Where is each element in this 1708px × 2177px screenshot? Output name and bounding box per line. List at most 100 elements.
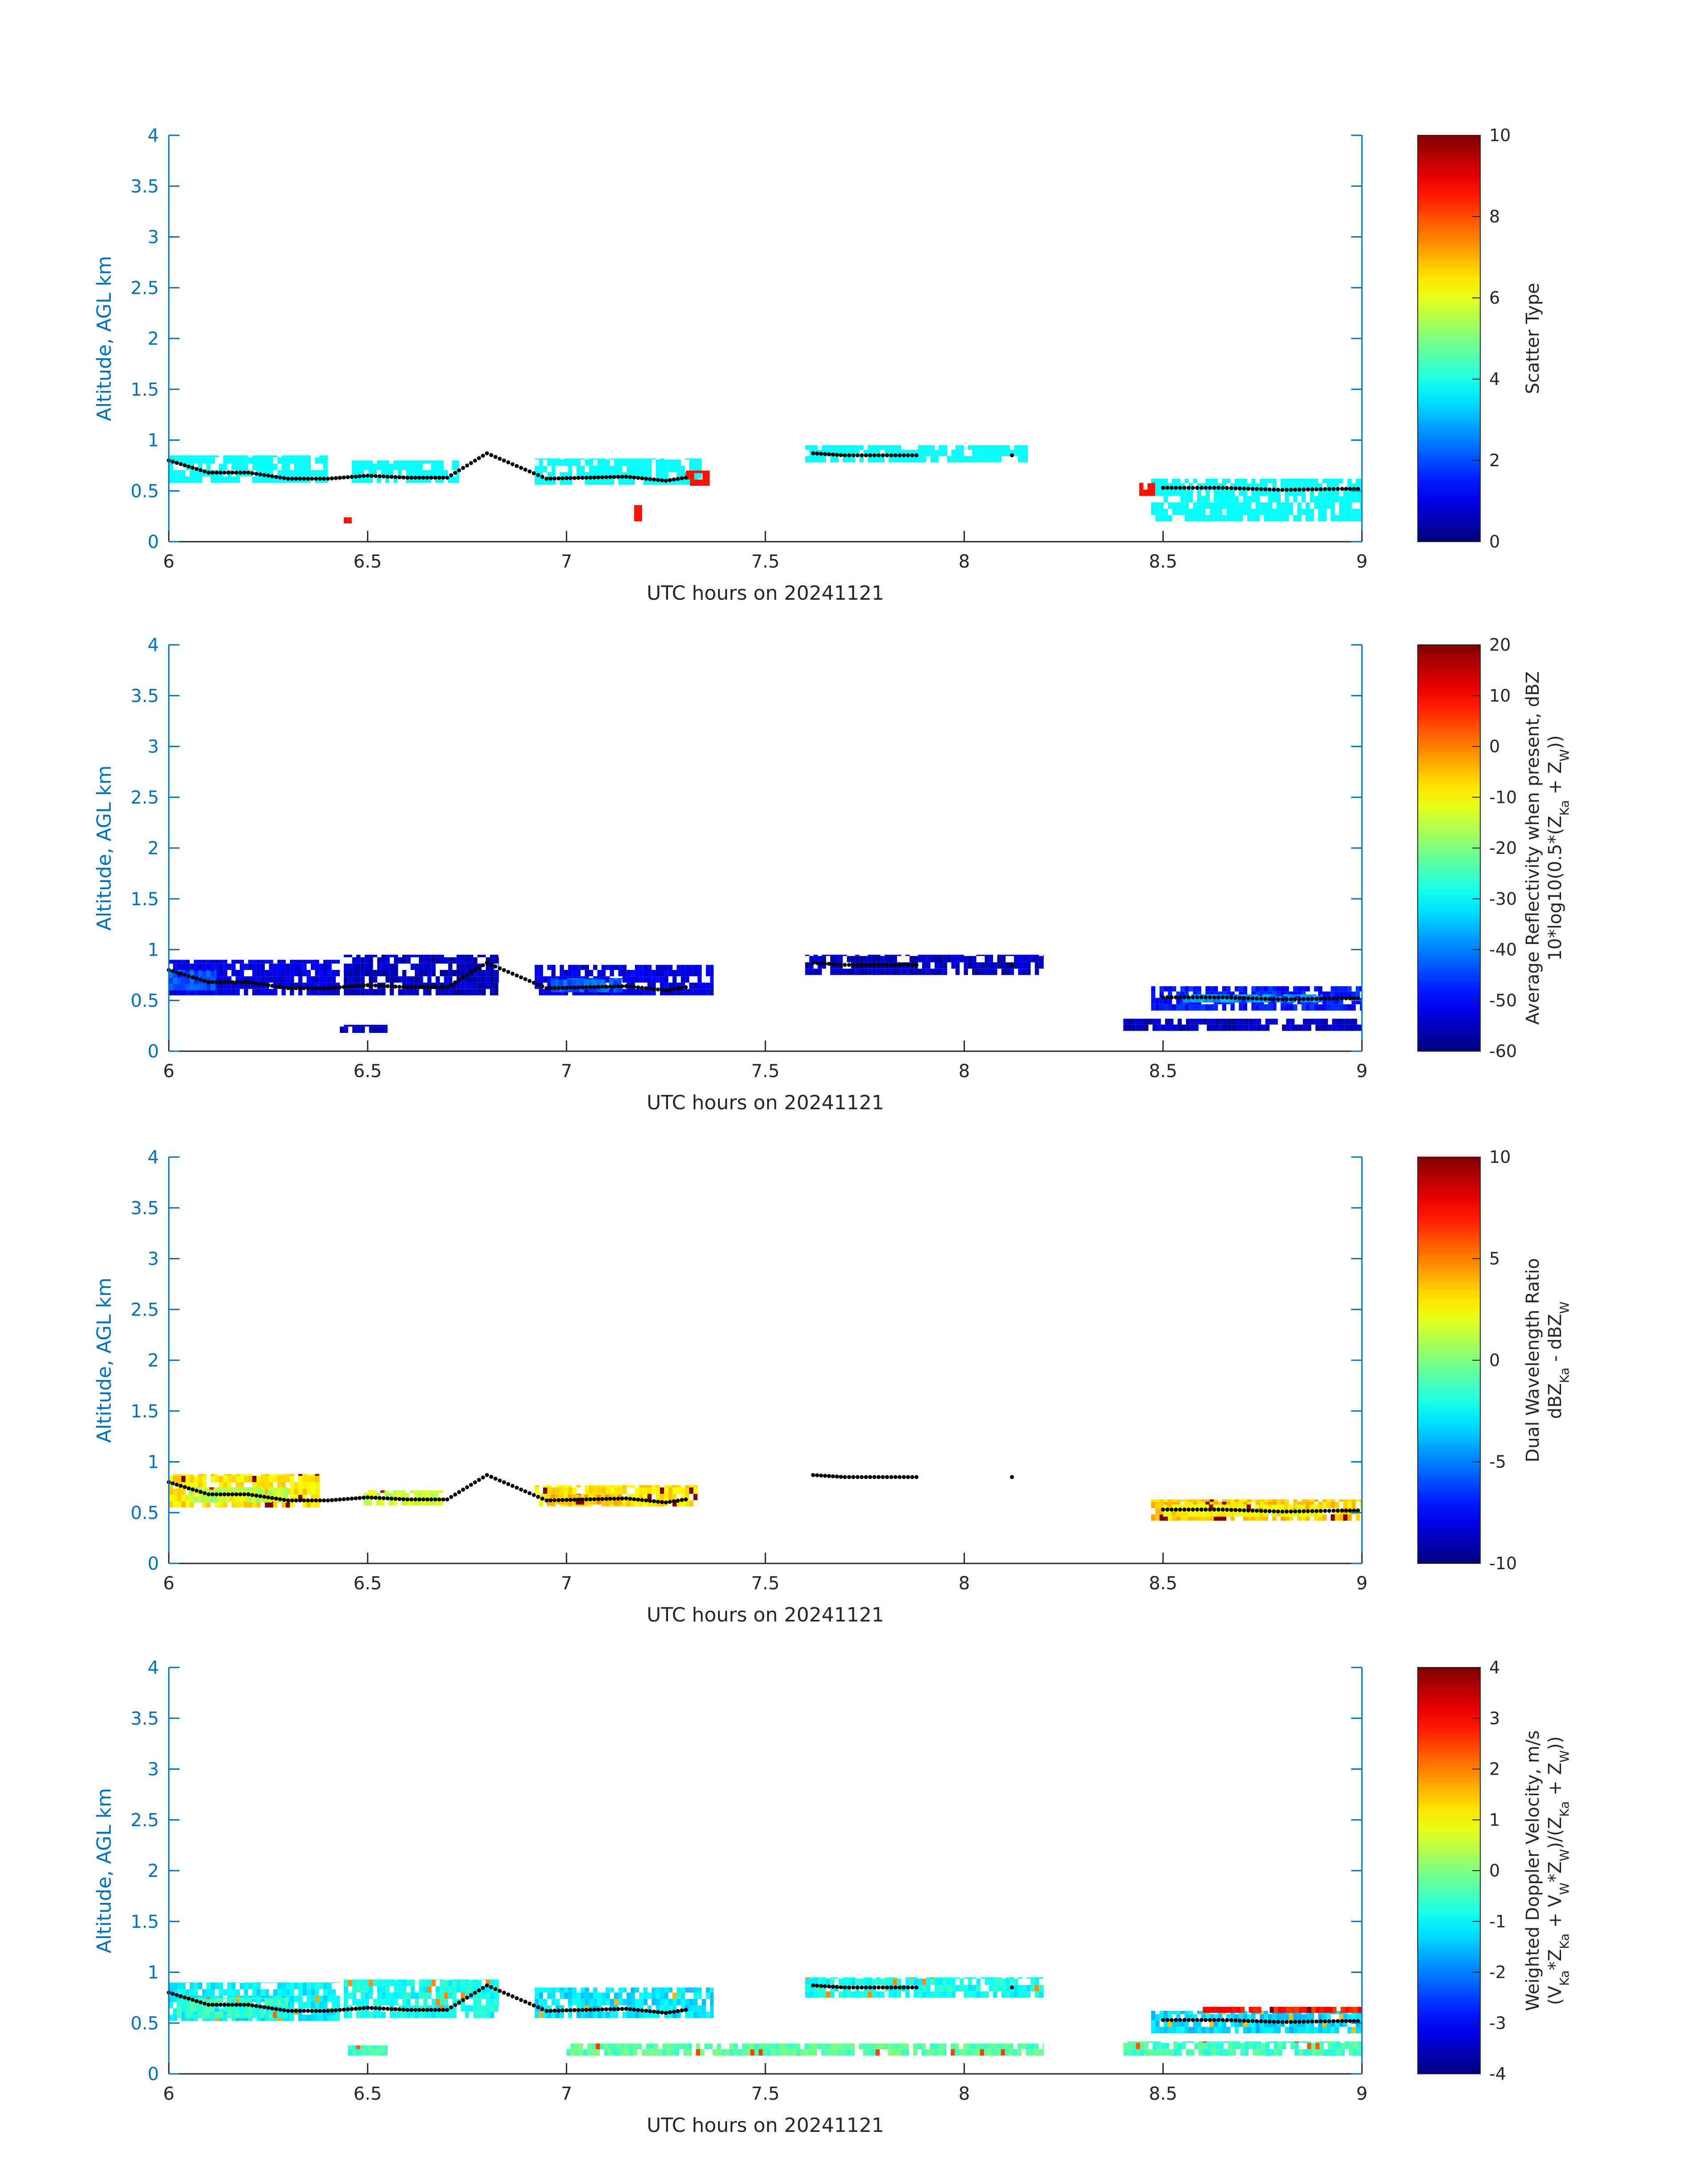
echo-cell (1268, 2027, 1273, 2033)
echo-cell (746, 2049, 751, 2056)
echo-cell (265, 960, 269, 964)
echo-cell (564, 1485, 568, 1488)
echo-cell (210, 1995, 215, 2002)
echo-cell (444, 1986, 448, 1993)
echo-cell (909, 456, 914, 463)
echo-cell (1326, 483, 1331, 490)
trace-dot (1352, 996, 1356, 1001)
echo-cell (1331, 1004, 1335, 1011)
echo-cell (1255, 986, 1260, 992)
trace-dot (175, 1483, 179, 1487)
echo-cell (597, 1993, 602, 1999)
echo-cell (805, 1977, 810, 1979)
colorbar-tick-label: 8 (1489, 207, 1500, 226)
trace-dot (1289, 997, 1293, 1002)
y-tick-label: 3.5 (130, 176, 159, 197)
trace-dot (1352, 1508, 1356, 1513)
echo-cell (181, 1482, 186, 1489)
trace-dot (898, 453, 902, 458)
echo-cell (169, 1482, 173, 1489)
echo-cell (576, 970, 581, 977)
echo-cell (889, 1978, 893, 1985)
echo-cell (194, 455, 198, 458)
echo-cell (543, 989, 547, 995)
trace-dot (580, 1497, 585, 1502)
echo-cell (248, 1475, 253, 1482)
trace-dot (1302, 1509, 1306, 1513)
trace-dot (318, 986, 322, 990)
echo-cell (202, 960, 207, 964)
trace-dot (898, 1475, 902, 1479)
echo-cell (606, 1993, 610, 1999)
echo-cell (664, 982, 668, 989)
echo-cell (834, 456, 839, 463)
echo-cell (838, 954, 843, 956)
echo-cell (406, 957, 411, 964)
echo-cell (681, 472, 685, 479)
echo-cell (698, 470, 703, 473)
echo-cell (702, 473, 707, 480)
echo-cell (444, 989, 448, 995)
echo-cell (414, 2005, 419, 2012)
echo-cell (214, 455, 219, 458)
echo-cell (1326, 998, 1331, 1004)
echo-cell (323, 464, 328, 470)
trace-dot (536, 982, 540, 987)
echo-cell (926, 445, 931, 450)
echo-cell (897, 1991, 902, 1998)
trace-dot (453, 1492, 457, 1497)
trace-dot (179, 971, 183, 976)
echo-cell (1343, 1499, 1348, 1502)
echo-cell (838, 2049, 842, 2056)
trace-dot (1199, 1507, 1204, 1512)
echo-cell (993, 962, 998, 969)
echo-cell (1260, 509, 1264, 515)
trace-dot (342, 985, 346, 989)
trace-dot (1293, 1509, 1297, 1513)
echo-cell (1278, 2049, 1282, 2056)
trace-dot (477, 965, 481, 970)
echo-cell (1349, 2041, 1353, 2043)
echo-cell (1193, 502, 1197, 509)
trace-dot (338, 985, 342, 990)
echo-cell (434, 1492, 439, 1500)
echo-cell (847, 969, 851, 975)
echo-cell (1272, 1514, 1277, 1521)
trace-dot (1259, 487, 1263, 491)
echo-cell (943, 954, 948, 956)
echo-cell (1209, 1514, 1214, 1521)
trace-dot (823, 961, 827, 966)
echo-cell (1189, 1004, 1193, 1011)
echo-cell (1356, 1499, 1360, 1502)
echo-cell (551, 459, 556, 466)
echo-cell (385, 1024, 388, 1027)
echo-cell (618, 478, 622, 485)
echo-cell (1315, 2049, 1320, 2056)
echo-cell (1351, 515, 1356, 522)
echo-cell (281, 455, 286, 458)
x-tick-label: 9 (1356, 1573, 1367, 1594)
trace-dot (668, 987, 672, 992)
echo-cell (593, 1485, 597, 1488)
echo-cell (177, 457, 182, 464)
echo-cell (177, 1983, 182, 1989)
echo-cell (997, 1978, 1002, 1985)
echo-cell (1006, 1978, 1010, 1985)
echo-cell (614, 472, 618, 479)
echo-cell (356, 1980, 361, 1986)
echo-cell (935, 969, 939, 975)
echo-cell (1178, 2043, 1182, 2049)
echo-cell (306, 1501, 311, 1508)
trace-dot (187, 1486, 191, 1491)
trace-dot (361, 983, 366, 988)
echo-cell (198, 457, 202, 464)
echo-cell (702, 982, 706, 989)
echo-cell (348, 517, 352, 523)
echo-cell (972, 962, 977, 969)
echo-cell (1186, 2041, 1190, 2043)
echo-cell (394, 1999, 398, 2006)
trace-dot (214, 1492, 219, 1496)
echo-cell (697, 2005, 702, 2012)
echo-cell (423, 1980, 427, 1986)
echo-cell (498, 957, 499, 964)
